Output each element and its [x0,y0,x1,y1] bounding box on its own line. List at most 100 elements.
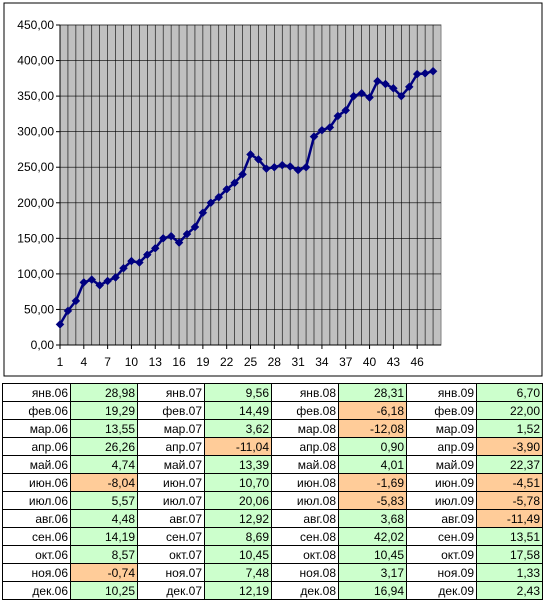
data-point [95,280,105,290]
month-label-cell: мар.07 [137,419,205,438]
data-point [373,76,382,86]
month-label-cell: фев.08 [271,401,339,420]
return-value-cell: -12,08 [338,419,407,438]
return-value-cell: 8,57 [70,545,138,564]
return-value-cell: 10,25 [70,581,138,600]
return-value-cell: -1,69 [338,473,407,492]
month-label-cell: окт.07 [137,545,205,564]
monthly-returns-table-wrap: янв.06 28,98 янв.07 9,56 янв.08 28,31 янв.09 6,… [2,383,544,600]
month-label-cell: июн.08 [271,473,339,492]
monthly-returns-table: янв.06 28,98 янв.07 9,56 янв.08 28,31 янв.09 6,… [2,383,543,600]
data-point [428,66,438,76]
month-label-cell: дек.09 [406,581,477,600]
return-value-cell: 3,62 [204,419,272,438]
return-value-cell: 19,29 [70,401,138,420]
data-point [396,91,406,101]
return-value-cell: 42,02 [338,527,407,546]
month-label-cell: сен.09 [406,527,477,546]
data-point [214,192,224,202]
return-value-cell: 13,55 [70,419,138,438]
data-point [198,208,208,218]
data-point [341,105,351,115]
data-point [63,306,73,316]
return-value-cell: 8,69 [204,527,272,546]
month-label-cell: окт.08 [271,545,339,564]
month-label-cell: мар.08 [271,419,339,438]
table-row: авг.06 4,48 авг.07 12,92 авг.08 3,68 авг.09 -11… [2,509,543,528]
data-point [87,275,97,284]
month-label-cell: янв.08 [271,383,339,402]
month-label-cell: май.07 [137,455,205,474]
month-label-cell: мар.06 [2,419,71,438]
month-label-cell: янв.06 [2,383,71,402]
return-value-cell: 13,51 [476,527,543,546]
return-value-cell: 6,70 [476,383,543,402]
return-value-cell: 16,94 [338,581,407,600]
return-value-cell: 12,19 [204,581,272,600]
data-point [293,165,303,175]
data-point [222,184,232,194]
y-tick-label: 350,00 [17,89,54,103]
month-label-cell: фев.06 [2,401,71,420]
data-point [119,263,128,273]
data-point [79,278,89,287]
return-value-cell: 3,17 [338,563,407,582]
month-label-cell: авг.09 [406,509,477,528]
data-point [269,162,279,172]
data-point [309,132,319,141]
return-value-cell: 28,31 [338,383,407,402]
return-value-cell: 0,90 [338,437,407,456]
month-label-cell: янв.07 [137,383,205,402]
month-label-cell: дек.06 [2,581,71,600]
month-label-cell: ноя.06 [2,563,71,582]
data-point [55,320,65,329]
table-row: фев.06 19,29 фев.07 14,49 фев.08 -6,18 фев.09 2… [2,401,543,420]
data-point [420,69,430,78]
x-tick-label: 46 [411,355,425,369]
data-point [365,93,374,102]
table-row: июл.06 5,57 июл.07 20,06 июл.08 -5,83 июл.09 -5… [2,491,543,510]
month-label-cell: июн.06 [2,473,71,492]
return-value-cell: 10,70 [204,473,272,492]
return-value-cell: -6,18 [338,401,407,420]
table-row: янв.06 28,98 янв.07 9,56 янв.08 28,31 янв.09 6,… [2,383,543,402]
month-label-cell: сен.08 [271,527,339,546]
return-value-cell: -8,04 [70,473,138,492]
x-tick-label: 16 [172,355,186,369]
data-point [71,296,81,306]
data-point [412,69,422,79]
return-value-cell: 26,26 [70,437,138,456]
return-value-cell: 17,58 [476,545,543,564]
x-tick-label: 4 [80,355,87,369]
data-point [246,150,255,159]
x-tick-label: 10 [125,355,139,369]
month-label-cell: май.08 [271,455,339,474]
month-label-cell: июл.09 [406,491,477,510]
month-label-cell: дек.07 [137,581,205,600]
data-point [349,91,359,101]
return-value-cell: -4,51 [476,473,543,492]
return-value-cell: 10,45 [204,545,272,564]
data-point [150,243,160,253]
y-tick-label: 450,00 [17,18,54,32]
month-label-cell: апр.08 [271,437,339,456]
return-value-cell: 7,48 [204,563,272,582]
return-value-cell: -5,78 [476,491,543,510]
month-label-cell: авг.07 [137,509,205,528]
table-row: дек.06 10,25 дек.07 12,19 дек.08 16,94 дек.09 2… [2,581,543,600]
data-point [333,111,343,121]
data-point [111,273,120,282]
return-value-cell: -3,90 [476,437,543,456]
data-point [158,233,168,243]
chart-area: 0,00 50,00 100,00 150,00 200,00 250,00 300,00 3… [3,2,543,377]
y-tick-label: 50,00 [24,302,54,316]
line-chart: 0,00 50,00 100,00 150,00 200,00 250,00 300,00 3… [3,2,543,377]
return-value-cell: 2,43 [476,581,543,600]
x-tick-label: 34 [315,355,329,369]
data-point [238,169,247,179]
x-tick-label: 28 [268,355,282,369]
return-value-cell: -0,74 [70,563,138,582]
month-label-cell: авг.06 [2,509,71,528]
y-tick-label: 0,00 [31,338,55,352]
month-label-cell: июл.08 [271,491,339,510]
